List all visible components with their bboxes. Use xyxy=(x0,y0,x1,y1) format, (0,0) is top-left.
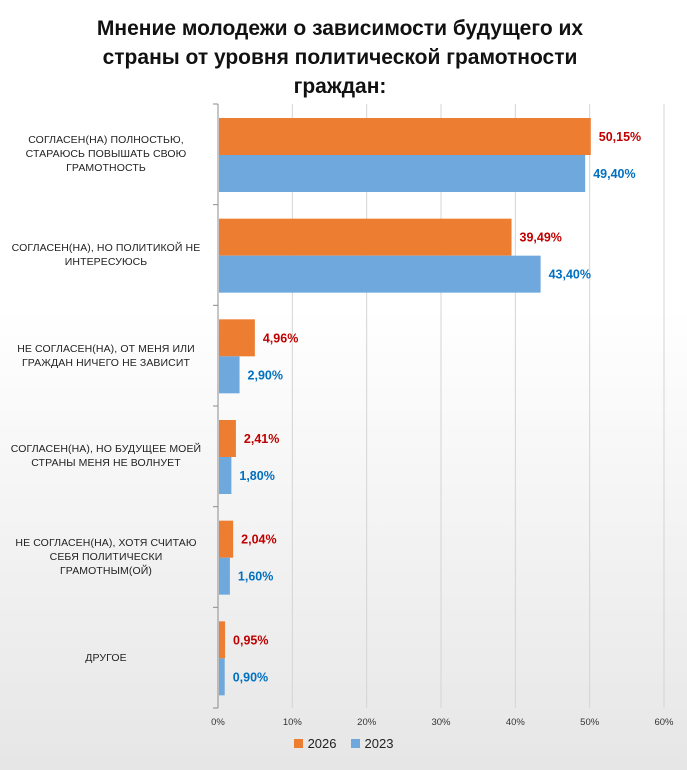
category-label-line: НЕ СОГЛАСЕН(НА), ОТ МЕНЯ ИЛИ xyxy=(17,342,195,355)
category-label-line: СОГЛАСЕН(НА), НО ПОЛИТИКОЙ НЕ xyxy=(11,242,201,254)
category-label-line: СТАРАЮСЬ ПОВЫШАТЬ СВОЮ xyxy=(25,148,187,161)
category-label: ДРУГОЕ xyxy=(2,651,210,665)
category-label: НЕ СОГЛАСЕН(НА), ХОТЯ СЧИТАЮ СЕБЯ ПОЛИТИЧ… xyxy=(2,536,210,578)
data-label-2026: 39,49% xyxy=(520,231,562,245)
category-label-line: НЕ СОГЛАСЕН(НА), ХОТЯ СЧИТАЮ xyxy=(15,537,197,549)
category-label-line: ДРУГОЕ xyxy=(85,651,127,664)
data-label-2023: 43,40% xyxy=(549,268,591,282)
x-tick-label: 40% xyxy=(506,717,526,728)
bar-2026 xyxy=(219,218,512,256)
legend: 2026 2023 xyxy=(0,736,687,751)
category-label-line: ГРАЖДАН НИЧЕГО НЕ ЗАВИСИТ xyxy=(21,356,191,369)
category-label-line: СОГЛАСЕН(НА), НО БУДУЩЕЕ МОЕЙ xyxy=(10,443,202,456)
category-label-line: ГРАМОТНЫМ(ОЙ) xyxy=(60,565,152,577)
bar-2023 xyxy=(219,155,586,192)
chart-title-line: страны от уровня политической грамотност… xyxy=(102,46,578,69)
bar-2026 xyxy=(219,420,236,457)
category-label-line: СОГЛАСЕН(НА) ПОЛНОСТЬЮ, xyxy=(28,134,184,147)
data-label-2023: 49,40% xyxy=(593,167,635,181)
bar-2023 xyxy=(219,658,225,696)
category-label: НЕ СОГЛАСЕН(НА), ОТ МЕНЯ ИЛИ ГРАЖДАН НИЧЕ… xyxy=(2,342,210,370)
bar-2023 xyxy=(219,255,541,293)
data-label-2023: 1,60% xyxy=(238,570,273,584)
chart-title-line: Мнение молодежи о зависимости будущего и… xyxy=(96,17,584,40)
legend-swatch-2026 xyxy=(293,739,303,748)
category-label: СОГЛАСЕН(НА), НО ПОЛИТИКОЙ НЕ ИНТЕРЕСУЮСЬ xyxy=(2,241,210,269)
category-label: СОГЛАСЕН(НА) ПОЛНОСТЬЮ, СТАРАЮСЬ ПОВЫШАТЬ… xyxy=(2,133,210,175)
bar-2023 xyxy=(219,356,240,394)
data-label-2023: 2,90% xyxy=(248,368,283,382)
x-tick-label: 10% xyxy=(283,717,303,728)
category-label-line: ИНТЕРЕСУЮСЬ xyxy=(64,256,148,268)
bar-2023 xyxy=(219,457,232,494)
bar-2026 xyxy=(219,621,226,659)
legend-label-2023: 2023 xyxy=(364,736,394,751)
data-label-2023: 0,90% xyxy=(233,670,268,684)
x-tick-label: 0% xyxy=(211,717,225,728)
x-tick-label: 50% xyxy=(580,717,600,728)
legend-label-2026: 2026 xyxy=(307,736,337,751)
data-label-2023: 1,80% xyxy=(239,469,274,483)
bar-2026 xyxy=(219,319,255,357)
data-label-2026: 0,95% xyxy=(233,633,268,647)
chart-title: Мнение молодежи о зависимости будущего и… xyxy=(90,14,590,101)
x-tick-label: 20% xyxy=(357,717,377,728)
chart-title-line: граждан: xyxy=(293,75,387,98)
legend-swatch-2023 xyxy=(350,739,360,748)
data-label-2026: 2,41% xyxy=(244,432,279,446)
bar-2026 xyxy=(219,520,234,558)
category-label-line: СТРАНЫ МЕНЯ НЕ ВОЛНУЕТ xyxy=(31,457,181,470)
category-label: СОГЛАСЕН(НА), НО БУДУЩЕЕ МОЕЙ СТРАНЫ МЕНЯ… xyxy=(2,442,210,470)
bar-2026 xyxy=(219,118,591,155)
x-tick-label: 30% xyxy=(431,717,451,728)
bar-2023 xyxy=(219,557,230,595)
category-label-line: ГРАМОТНОСТЬ xyxy=(66,162,146,175)
category-label-line: СЕБЯ ПОЛИТИЧЕСКИ xyxy=(49,551,163,563)
x-tick-label: 60% xyxy=(654,717,674,728)
data-label-2026: 50,15% xyxy=(599,130,641,144)
data-label-2026: 2,04% xyxy=(241,533,276,547)
data-label-2026: 4,96% xyxy=(263,331,298,345)
legend-item-2023: 2023 xyxy=(350,736,394,751)
legend-item-2026: 2026 xyxy=(293,736,337,751)
